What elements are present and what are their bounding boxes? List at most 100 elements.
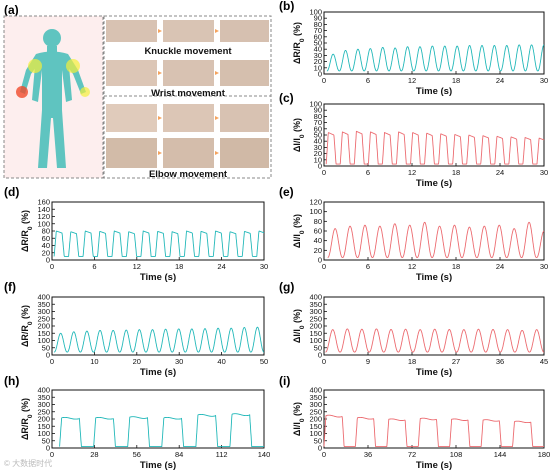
- y-tick-label: 0: [318, 444, 322, 453]
- x-tick-label: 28: [90, 450, 98, 459]
- y-tick-label: 400: [37, 386, 50, 395]
- watermark: © 大数据时代: [4, 458, 52, 468]
- y-tick-label: 50: [314, 343, 322, 352]
- y-tick-label: 40: [314, 137, 322, 146]
- y-tick-label: 150: [309, 422, 322, 431]
- y-tick-label: 60: [314, 124, 322, 133]
- photo-frame: [103, 15, 272, 179]
- y-tick-label: 100: [309, 8, 322, 17]
- panel-label-i: (i): [279, 374, 290, 388]
- panel-label-a: (a): [4, 3, 19, 17]
- y-tick-label: 0: [46, 444, 50, 453]
- y-tick-label: 400: [309, 293, 322, 302]
- x-tick-label: 18: [175, 262, 183, 271]
- x-tick-label: 0: [322, 76, 326, 85]
- x-tick-label: 30: [175, 357, 183, 366]
- x-tick-label: 84: [175, 450, 183, 459]
- x-tick-label: 72: [408, 450, 416, 459]
- y-tick-label: 300: [309, 307, 322, 316]
- y-tick-label: 20: [314, 149, 322, 158]
- y-tick-label: 80: [314, 217, 322, 226]
- y-tick-label: 200: [37, 322, 50, 331]
- x-axis-label: Time (s): [416, 460, 452, 471]
- panel-label-d: (d): [4, 185, 19, 199]
- y-axis-label: ΔR/R0 (%): [292, 22, 306, 64]
- panel-label-h: (h): [4, 374, 19, 388]
- y-tick-label: 140: [37, 205, 50, 214]
- x-tick-label: 45: [540, 357, 548, 366]
- caption-wrist: Wrist movement: [151, 88, 226, 99]
- y-tick-label: 150: [37, 329, 50, 338]
- x-tick-label: 24: [496, 76, 504, 85]
- x-tick-label: 12: [408, 168, 416, 177]
- y-tick-label: 300: [309, 400, 322, 409]
- plot-frame: [323, 201, 545, 261]
- movement-photos: [106, 20, 269, 168]
- y-tick-label: 100: [309, 429, 322, 438]
- sensor-glow-elbow-right: [66, 59, 80, 73]
- x-tick-label: 6: [366, 168, 370, 177]
- x-tick-label: 10: [90, 357, 98, 366]
- x-tick-label: 27: [452, 357, 460, 366]
- y-tick-label: 20: [314, 246, 322, 255]
- sensor-glow-elbow-left: [28, 59, 42, 73]
- x-tick-label: 12: [408, 76, 416, 85]
- x-tick-label: 0: [50, 262, 54, 271]
- x-tick-label: 24: [496, 262, 504, 271]
- x-tick-label: 18: [452, 262, 460, 271]
- y-axis-label: ΔI/I0 (%): [292, 118, 306, 152]
- series-line: [327, 221, 545, 259]
- y-tick-label: 40: [314, 45, 322, 54]
- y-tick-label: 120: [37, 212, 50, 221]
- y-tick-label: 50: [42, 343, 50, 352]
- sensor-glow-wrist: [80, 87, 90, 97]
- y-tick-label: 60: [314, 227, 322, 236]
- y-tick-label: 100: [309, 207, 322, 216]
- x-tick-label: 20: [133, 357, 141, 366]
- y-axis-label: ΔI/I0 (%): [292, 309, 306, 343]
- y-tick-label: 0: [318, 256, 322, 265]
- y-axis-label: ΔI/I0 (%): [292, 402, 306, 436]
- series-line: [59, 413, 265, 448]
- x-tick-label: 50: [260, 357, 268, 366]
- y-tick-label: 160: [37, 198, 50, 207]
- y-tick-label: 150: [309, 329, 322, 338]
- y-axis-label: ΔR/R0 (%): [20, 210, 34, 252]
- y-tick-label: 350: [309, 393, 322, 402]
- y-axis-label: ΔR/R0 (%): [20, 305, 34, 347]
- y-tick-label: 250: [309, 314, 322, 323]
- y-tick-label: 200: [37, 415, 50, 424]
- y-tick-label: 250: [309, 407, 322, 416]
- x-tick-label: 36: [496, 357, 504, 366]
- x-tick-label: 30: [540, 168, 548, 177]
- panel-label-b: (b): [279, 0, 294, 13]
- x-axis-label: Time (s): [416, 178, 452, 189]
- y-tick-label: 120: [309, 198, 322, 207]
- x-tick-label: 108: [450, 450, 463, 459]
- plot-frame: [51, 296, 265, 356]
- x-tick-label: 180: [538, 450, 551, 459]
- x-tick-label: 6: [92, 262, 96, 271]
- x-tick-label: 0: [322, 168, 326, 177]
- x-tick-label: 30: [540, 76, 548, 85]
- x-tick-label: 112: [216, 450, 228, 459]
- y-tick-label: 100: [37, 219, 50, 228]
- x-axis-label: Time (s): [140, 367, 176, 378]
- y-tick-label: 0: [318, 162, 322, 171]
- y-tick-label: 20: [42, 248, 50, 257]
- y-axis-label: ΔI/I0 (%): [292, 214, 306, 248]
- y-tick-label: 50: [314, 436, 322, 445]
- x-tick-label: 12: [133, 262, 141, 271]
- series-line: [325, 130, 545, 165]
- x-axis-label: Time (s): [140, 460, 176, 471]
- x-tick-label: 56: [133, 450, 141, 459]
- panel-label-g: (g): [279, 280, 294, 294]
- x-tick-label: 12: [408, 262, 416, 271]
- y-tick-label: 350: [37, 393, 50, 402]
- x-tick-label: 144: [494, 450, 507, 459]
- y-tick-label: 100: [309, 100, 322, 109]
- x-tick-label: 0: [322, 262, 326, 271]
